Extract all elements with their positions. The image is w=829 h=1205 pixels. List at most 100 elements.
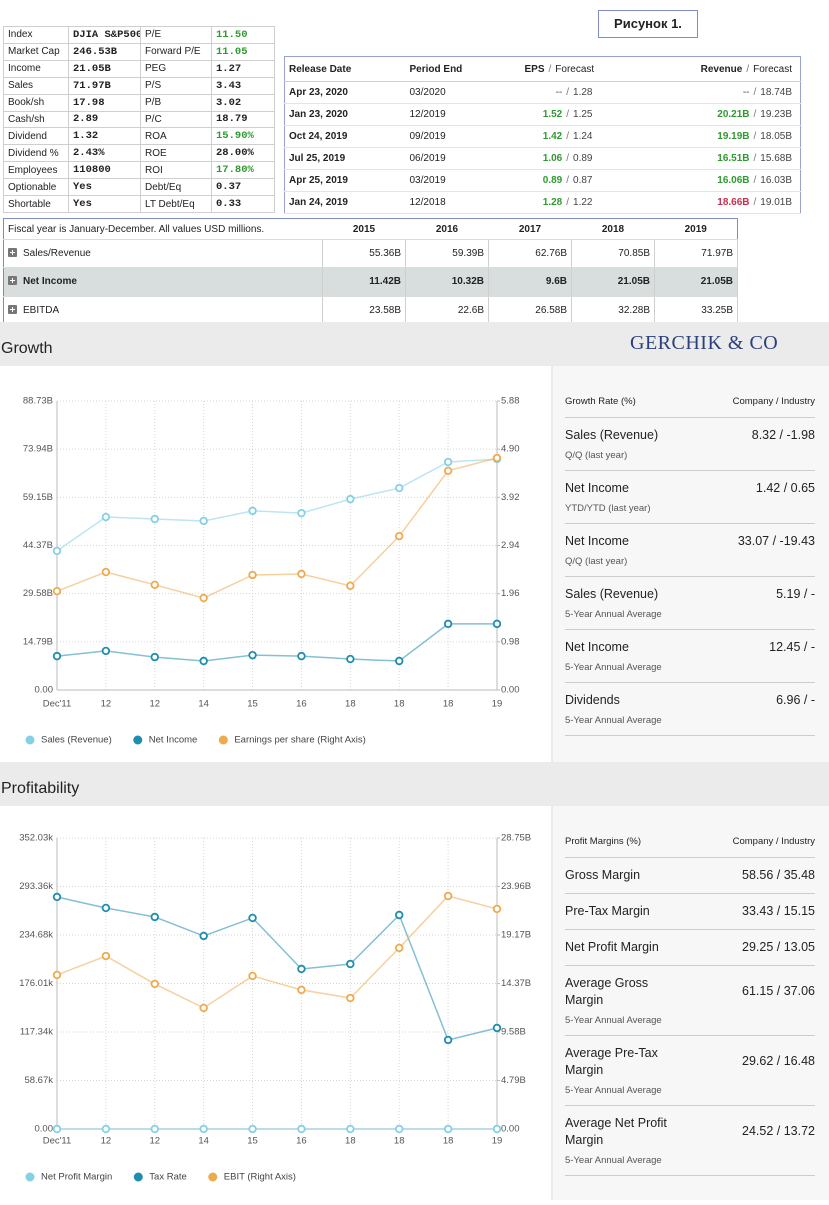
stat-value: 18.79 [211, 110, 275, 129]
data-point [101, 567, 111, 577]
stat-value: 246.53B [68, 42, 141, 61]
y2-tick-label: 3.92 [501, 492, 520, 503]
period-end: 06/2019 [405, 147, 521, 171]
metric-label: Net Profit Margin [565, 939, 680, 956]
eps-actual: 1.42 [542, 131, 563, 143]
row-label: EBITDA [23, 304, 60, 316]
period-end: 12/2019 [405, 103, 521, 127]
metric-value: 58.56 / 35.48 [742, 868, 815, 882]
stats-row: Sales 71.97B P/S 3.43 [3, 76, 275, 95]
legend-label: EBIT (Right Axis) [224, 1172, 296, 1183]
metric-value: 33.07 / -19.43 [737, 534, 815, 548]
eps-actual: 1.06 [542, 153, 563, 165]
eps-cell: 1.28/1.22 [520, 191, 601, 214]
data-point [492, 619, 502, 629]
header-text: EPS [524, 63, 545, 75]
metric-value: 29.25 / 13.05 [742, 940, 815, 954]
note: Fiscal year is January-December. All val… [3, 218, 323, 240]
data-point [52, 587, 62, 596]
data-point [346, 494, 355, 504]
year-header: 2019 [654, 218, 738, 240]
financial-value: 55.36B [322, 239, 406, 269]
stat-label: ROA [140, 127, 212, 146]
metric-label: Net Income Q/Q (last year) [565, 533, 680, 567]
x-tick-label: 12 [149, 1136, 160, 1147]
separator: / [548, 63, 552, 75]
metric-row: Gross Margin 58.56 / 35.48 [565, 858, 815, 894]
revenue-forecast: 18.05B [760, 131, 792, 143]
data-point [52, 1124, 62, 1134]
financial-value: 70.85B [571, 239, 655, 269]
stat-value: 15.90% [211, 127, 275, 146]
revenue-forecast: 16.03B [760, 175, 792, 187]
earnings-row: Jan 24, 2019 12/2018 1.28/1.22 18.66B/19.01… [284, 191, 801, 214]
data-point [101, 646, 111, 656]
stats-row: Dividend % 2.43% ROE 28.00% [3, 144, 275, 163]
metric-name: Net Income [565, 534, 629, 548]
metric-row: Dividends 5-Year Annual Average 6.96 / - [565, 683, 815, 736]
data-point [297, 651, 306, 661]
metric-name: Average Net Profit Margin [565, 1116, 667, 1147]
metric-sub: Q/Q (last year) [565, 556, 628, 567]
metric-label: Sales (Revenue) Q/Q (last year) [565, 427, 680, 461]
legend-marker [208, 1172, 218, 1182]
release-date: Jan 23, 2020 [284, 103, 406, 127]
revenue-actual: 18.66B [717, 197, 750, 208]
stats-row: Income 21.05B PEG 1.27 [3, 59, 275, 78]
header-text: Revenue [700, 63, 743, 75]
x-tick-label: Dec'11 [43, 1136, 72, 1147]
metric-value: 29.62 / 16.48 [742, 1054, 815, 1068]
stat-label: Forward P/E [140, 42, 212, 61]
y2-tick-label: 0.00 [501, 685, 520, 696]
series-line [56, 896, 498, 1041]
stat-label: P/B [140, 93, 212, 112]
data-point [101, 903, 111, 913]
metric-value: 6.96 / - [776, 693, 815, 707]
data-point [492, 1023, 502, 1033]
data-point [297, 1124, 306, 1134]
revenue-cell: 18.66B/19.01B [600, 191, 801, 214]
row-label: Net Income [23, 276, 77, 288]
financial-row: Sales/Revenue 55.36B 59.39B 62.76B 70.85B 71.… [3, 239, 738, 269]
data-point [297, 569, 306, 579]
y-tick-label: 58.67k [24, 1075, 53, 1086]
stat-value: Yes [68, 178, 141, 197]
data-point [492, 453, 502, 463]
data-point [346, 1124, 355, 1134]
data-point [248, 570, 257, 580]
panel-header-left: Profit Margins (%) [565, 836, 642, 847]
x-tick-label: 15 [247, 1136, 258, 1147]
stat-value: 2.43% [68, 144, 141, 163]
stat-value: 17.80% [211, 161, 275, 180]
separator: / [753, 131, 757, 143]
legend-label: Net Profit Margin [41, 1172, 112, 1183]
metric-name: Average Pre-Tax Margin [565, 1046, 658, 1077]
stat-label: Debt/Eq [140, 178, 212, 197]
metric-label: Average Pre-Tax Margin 5-Year Annual Aver… [565, 1045, 680, 1096]
row-label-cell: Net Income [3, 267, 323, 297]
stat-label: Book/sh [3, 93, 69, 112]
revenue-actual: 16.06B [717, 175, 750, 187]
column-header: Period End [405, 56, 521, 83]
stats-row: Market Cap 246.53B Forward P/E 11.05 [3, 42, 275, 61]
data-point [443, 891, 453, 901]
stats-row: Shortable Yes LT Debt/Eq 0.33 [3, 195, 275, 213]
financial-value: 26.58B [488, 296, 572, 326]
period-end: 12/2018 [405, 191, 521, 214]
metric-name: Average Gross Margin [565, 976, 649, 1007]
release-date: Jul 25, 2019 [284, 147, 406, 171]
metric-sub: 5-Year Annual Average [565, 662, 662, 673]
stats-row: Cash/sh 2.89 P/C 18.79 [3, 110, 275, 129]
metric-name: Pre-Tax Margin [565, 904, 650, 918]
eps-forecast: 1.24 [573, 131, 593, 143]
stat-value: 17.98 [68, 93, 141, 112]
data-point [346, 959, 355, 969]
metric-row: Net Profit Margin 29.25 / 13.05 [565, 930, 815, 966]
financial-value: 9.6B [488, 267, 572, 297]
x-tick-label: Dec'11 [43, 699, 72, 710]
data-point [248, 650, 257, 660]
row-label-cell: Sales/Revenue [3, 239, 323, 269]
metric-row: Net Income YTD/YTD (last year) 1.42 / 0.65 [565, 471, 815, 524]
separator: / [566, 153, 570, 165]
stat-label: Index [3, 26, 69, 44]
